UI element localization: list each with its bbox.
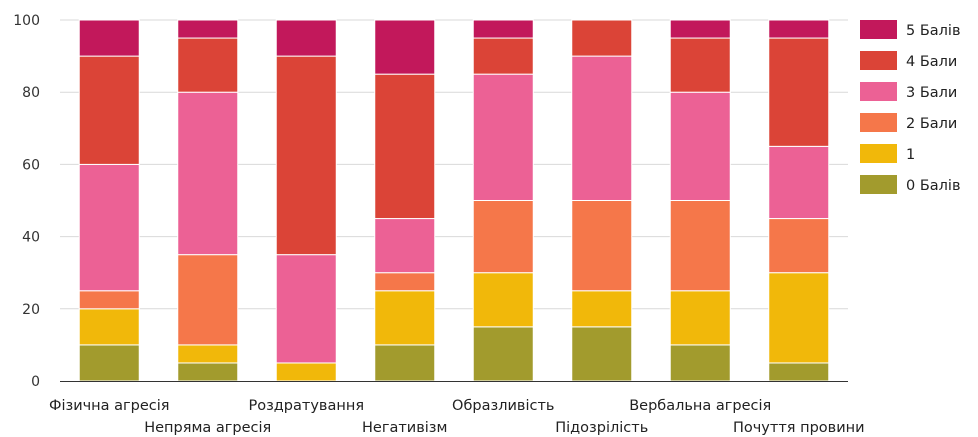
bar-segment — [768, 218, 830, 274]
bar-segment — [275, 19, 337, 57]
x-tick-label: Роздратування — [248, 398, 364, 414]
bar-segment — [374, 218, 436, 274]
x-tick-label: Підозрілість — [555, 420, 648, 436]
bar-segment — [78, 290, 140, 310]
legend-label: 3 Бали — [906, 85, 957, 101]
bar-segment — [571, 19, 633, 57]
bar-segment — [78, 308, 140, 346]
bar-segment — [669, 344, 731, 382]
x-axis-labels: Фізична агресія Непряма агресія Роздратува… — [49, 398, 865, 436]
y-tick-label: 40 — [22, 230, 40, 246]
legend-swatch — [860, 175, 897, 194]
bar-segment — [78, 55, 140, 165]
bar-segment — [768, 37, 830, 147]
bar-segment — [472, 19, 534, 39]
y-tick-label: 60 — [22, 157, 40, 173]
bar-segment — [374, 272, 436, 292]
bar-segment — [275, 254, 337, 364]
legend-label: 5 Балів — [906, 23, 961, 39]
y-tick-label: 20 — [22, 302, 40, 318]
bars — [78, 19, 830, 382]
y-tick-label: 100 — [13, 13, 40, 29]
legend: 5 Балів 4 Бали 3 Бали 2 Бали 1 0 Балів — [860, 20, 961, 194]
bar-segment — [472, 200, 534, 274]
bar-segment — [669, 19, 731, 39]
legend-swatch — [860, 20, 897, 39]
bar-segment — [177, 344, 239, 364]
x-tick-label: Негативізм — [362, 420, 447, 436]
bar-segment — [571, 290, 633, 328]
bar-segment — [177, 362, 239, 382]
bar-segment — [275, 55, 337, 256]
bar-segment — [78, 163, 140, 292]
bar-segment — [78, 344, 140, 382]
bar-segment — [177, 254, 239, 346]
bar-segment — [374, 290, 436, 346]
bar-segment — [177, 37, 239, 93]
bar-segment — [177, 19, 239, 39]
bar-segment — [275, 362, 337, 382]
bar-segment — [768, 19, 830, 39]
x-tick-label: Почуття провини — [733, 420, 865, 436]
bar-segment — [768, 145, 830, 220]
legend-swatch — [860, 82, 897, 101]
bar-segment — [472, 37, 534, 75]
bar-segment — [571, 55, 633, 201]
legend-label: 0 Балів — [906, 178, 961, 194]
bar-segment — [669, 91, 731, 201]
bar-segment — [768, 362, 830, 382]
bar-segment — [472, 326, 534, 382]
bar-segment — [78, 19, 140, 57]
legend-swatch — [860, 144, 897, 163]
bar-segment — [374, 344, 436, 382]
legend-label: 2 Бали — [906, 116, 957, 132]
bar-segment — [669, 290, 731, 346]
legend-label: 1 — [906, 147, 915, 163]
legend-swatch — [860, 113, 897, 132]
bar-segment — [374, 73, 436, 220]
x-tick-label: Образливість — [452, 398, 554, 414]
x-tick-label: Вербальна агресія — [629, 398, 771, 414]
bar-segment — [472, 73, 534, 201]
bar-segment — [571, 326, 633, 382]
legend-label: 4 Бали — [906, 54, 957, 70]
y-tick-label: 80 — [22, 85, 40, 101]
bar-segment — [472, 272, 534, 328]
bar-segment — [177, 91, 239, 256]
x-tick-label: Фізична агресія — [49, 398, 170, 414]
legend-swatch — [860, 51, 897, 70]
bar-segment — [669, 200, 731, 292]
bar-segment — [374, 19, 436, 75]
y-axis-ticks: 0 20 40 60 80 100 — [13, 13, 40, 390]
bar-segment — [768, 272, 830, 364]
bar-segment — [571, 200, 633, 292]
y-tick-label: 0 — [31, 374, 40, 390]
bar-segment — [669, 37, 731, 93]
x-tick-label: Непряма агресія — [144, 420, 271, 436]
